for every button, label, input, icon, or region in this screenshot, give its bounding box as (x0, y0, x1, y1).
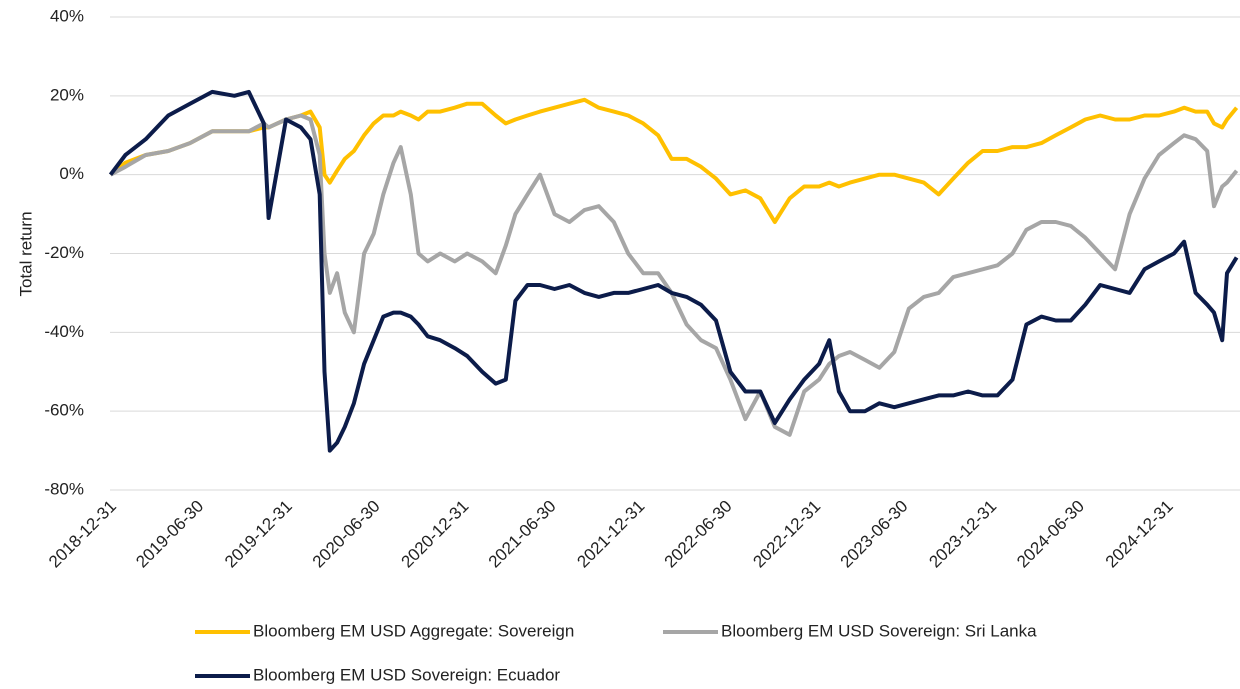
x-tick-label: 2024-06-30 (1013, 497, 1088, 572)
x-tick-label: 2021-06-30 (485, 497, 560, 572)
x-tick-label: 2018-12-31 (45, 497, 120, 572)
x-tick-label: 2019-06-30 (132, 497, 207, 572)
y-tick-label: 20% (50, 85, 84, 104)
y-tick-label: -60% (44, 401, 84, 420)
x-tick-label: 2020-12-31 (397, 497, 472, 572)
legend-label: Bloomberg EM USD Sovereign: Ecuador (253, 665, 560, 684)
x-tick-label: 2023-06-30 (837, 497, 912, 572)
x-tick-label: 2024-12-31 (1102, 497, 1177, 572)
series-line (109, 113, 1239, 437)
x-tick-label: 2023-12-31 (925, 497, 1000, 572)
series-line (109, 97, 1239, 224)
x-tick-label: 2022-06-30 (661, 497, 736, 572)
y-tick-label: -80% (44, 479, 84, 498)
x-tick-label: 2021-12-31 (573, 497, 648, 572)
y-tick-label: -40% (44, 322, 84, 341)
legend-label: Bloomberg EM USD Aggregate: Sovereign (253, 621, 574, 640)
y-tick-label: 40% (50, 6, 84, 25)
x-tick-label: 2019-12-31 (221, 497, 296, 572)
legend-label: Bloomberg EM USD Sovereign: Sri Lanka (721, 621, 1037, 640)
y-tick-label: -20% (44, 243, 84, 262)
x-tick-label: 2020-06-30 (309, 497, 384, 572)
y-tick-label: 0% (59, 164, 84, 183)
y-axis-label: Total return (16, 211, 35, 296)
x-tick-label: 2022-12-31 (749, 497, 824, 572)
series-line (108, 89, 1239, 453)
